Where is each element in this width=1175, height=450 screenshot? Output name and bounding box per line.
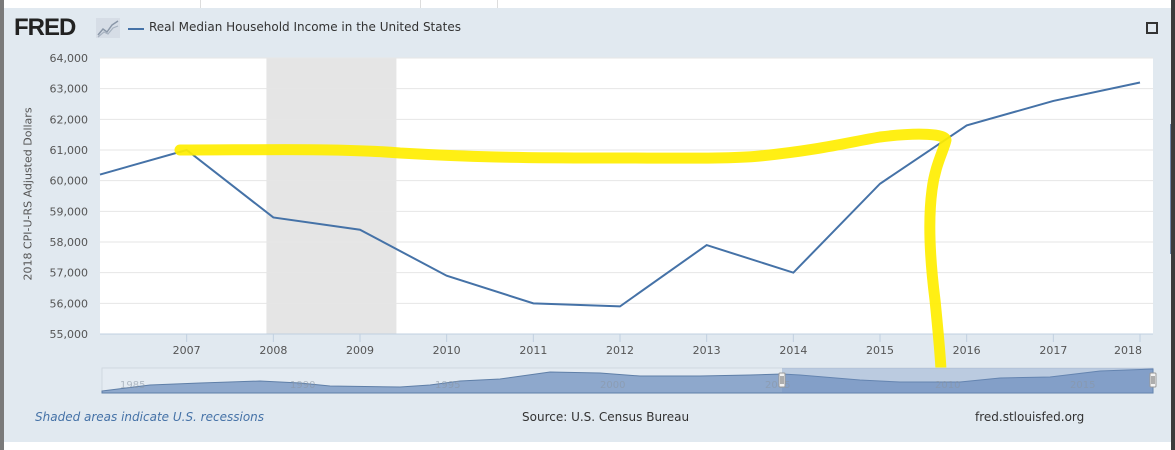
recession-note: Shaded areas indicate U.S. recessions: [35, 410, 265, 424]
navigator-tick-label: 1985: [120, 380, 145, 391]
x-tick-label: 2015: [866, 344, 894, 357]
x-tick-label: 2013: [693, 344, 721, 357]
data-point[interactable]: [1139, 82, 1141, 84]
y-tick-label: 58,000: [50, 236, 89, 249]
x-tick-label: 2017: [1039, 344, 1067, 357]
y-tick-label: 62,000: [50, 113, 89, 126]
navigator-selection[interactable]: [782, 368, 1153, 393]
y-tick-label: 61,000: [50, 144, 89, 157]
x-tick-label: 2016: [953, 344, 981, 357]
data-point[interactable]: [879, 183, 881, 185]
data-point[interactable]: [966, 124, 968, 126]
x-tick-label: 2008: [259, 344, 287, 357]
navigator-handle[interactable]: [1149, 372, 1157, 388]
divider: [497, 0, 498, 8]
navigator-tick-label: 1995: [435, 380, 460, 391]
y-tick-label: 64,000: [50, 52, 89, 65]
recession-shade: [266, 58, 397, 334]
navigator-tick-label: 2010: [935, 380, 960, 391]
x-tick-label: 2018: [1114, 344, 1142, 357]
highlight-annotation: [174, 128, 952, 376]
data-point[interactable]: [619, 305, 621, 307]
navigator-tick-label: 2005: [765, 380, 790, 391]
fullscreen-icon[interactable]: [1146, 22, 1158, 34]
left-border: [0, 0, 4, 450]
y-tick-label: 60,000: [50, 175, 89, 188]
legend-swatch: [128, 28, 144, 30]
site-link[interactable]: fred.stlouisfed.org: [975, 410, 1085, 424]
y-tick-label: 55,000: [50, 328, 89, 341]
right-border: [1171, 0, 1175, 450]
plot-background: [100, 58, 1153, 334]
navigator-tick-label: 1990: [290, 380, 315, 391]
legend-label: Real Median Household Income in the Unit…: [149, 20, 461, 34]
y-tick-label: 57,000: [50, 267, 89, 280]
navigator-handle[interactable]: [778, 372, 786, 388]
y-tick-label: 63,000: [50, 83, 89, 96]
divider: [200, 0, 201, 8]
fred-logo[interactable]: FRED: [14, 14, 76, 41]
x-tick-label: 2007: [173, 344, 201, 357]
data-point[interactable]: [99, 174, 101, 176]
x-tick-label: 2010: [433, 344, 461, 357]
x-tick-label: 2012: [606, 344, 634, 357]
y-tick-label: 59,000: [50, 205, 89, 218]
x-tick-label: 2014: [779, 344, 807, 357]
data-point[interactable]: [272, 216, 274, 218]
navigator-area: [101, 368, 1154, 394]
navigator-tick-label: 2015: [1070, 380, 1095, 391]
navigator-tick-label: 2000: [600, 380, 625, 391]
chart-line-icon: [96, 18, 120, 38]
y-tick-label: 56,000: [50, 297, 89, 310]
data-point[interactable]: [792, 272, 794, 274]
data-point[interactable]: [532, 302, 534, 304]
series-line: [99, 81, 1141, 308]
source-label: Source: U.S. Census Bureau: [522, 410, 690, 424]
divider: [420, 0, 421, 8]
data-point[interactable]: [446, 275, 448, 277]
x-tick-label: 2009: [346, 344, 374, 357]
browser-top-strip: [0, 0, 1175, 8]
data-point[interactable]: [1052, 100, 1054, 102]
line-chart: 55,000 56,000 57,000 58,000 59,000 60,000 61,0…: [50, 52, 1157, 394]
data-point[interactable]: [706, 244, 708, 246]
data-point[interactable]: [359, 229, 361, 231]
x-tick-label: 2011: [519, 344, 547, 357]
